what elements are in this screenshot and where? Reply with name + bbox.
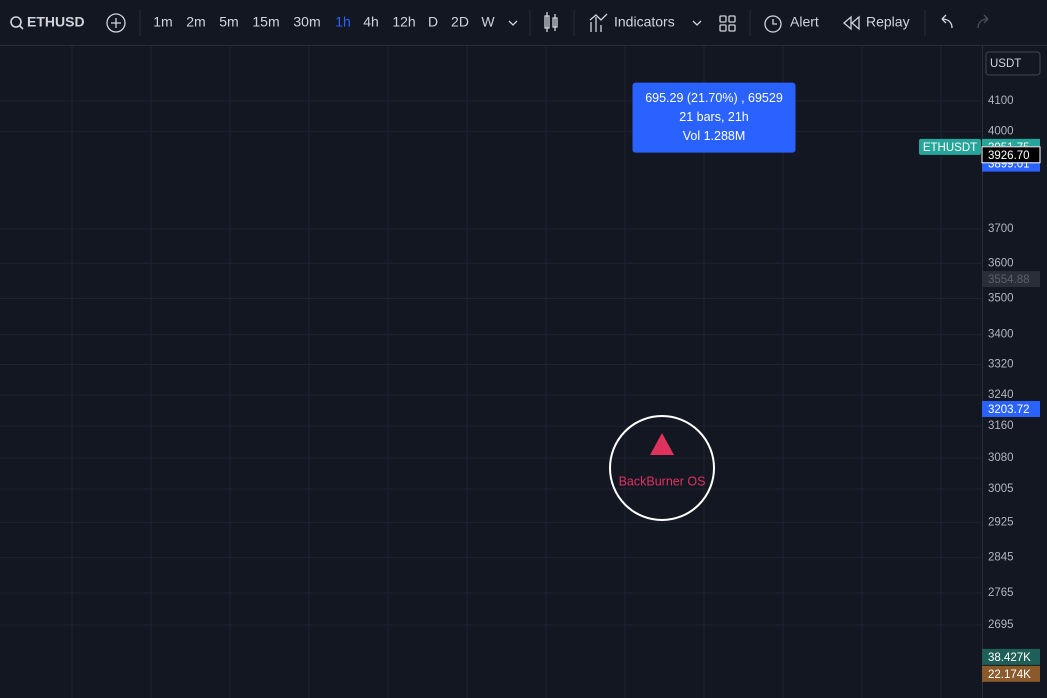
watermark: BackBurner OS [609,415,715,521]
replay-icon [843,15,860,31]
measure-text: Vol 1.288M [683,129,746,143]
price-tag [981,146,1041,164]
interval[interactable]: 2m [186,14,205,30]
currency-button[interactable] [985,51,1041,76]
add-symbol [111,18,121,28]
y-tick-label: 2765 [988,587,1014,599]
volume-tag-text: 38.427K [988,652,1031,664]
indicators-button[interactable]: Indicators [614,14,675,30]
y-tick-label: 4000 [988,126,1014,138]
y-tick-label: 3700 [988,223,1014,235]
interval[interactable]: W [481,14,495,30]
interval[interactable]: 4h [363,14,379,30]
currency[interactable]: USDT [990,58,1021,70]
indicators-icon [589,13,608,32]
search-icon[interactable] [10,16,22,28]
undo[interactable] [941,14,953,29]
measure-text: 21 bars, 21h [679,110,749,124]
axis-labels: 4100 4000 3700 3600 3500 3400 3320 3240 3160 3080… [988,95,1014,631]
price-tag-text: 3926.70 [988,150,1030,162]
interval[interactable]: 1h [335,14,351,30]
y-tick-label: 3320 [988,358,1014,370]
y-tick-label: 3080 [988,452,1014,464]
price-tag [982,400,1040,417]
symbol-tag-text: ETHUSDT [923,142,977,154]
volume-tag-text: 22.174K [988,669,1031,681]
interval[interactable]: 12h [392,14,415,30]
interval-menu[interactable] [508,20,518,26]
alert-button[interactable]: Alert [790,14,819,30]
measure-text: 695.29 (21.70%) , 69529 [645,91,783,105]
y-tick-label: 3500 [988,293,1014,305]
watermark-circle [609,415,715,521]
y-tick-label: 2695 [988,619,1014,631]
volume-tag [982,665,1040,682]
interval[interactable]: 5m [219,14,238,30]
interval[interactable]: 15m [252,14,279,30]
y-tick-label: 3400 [988,329,1014,341]
y-tick-label: 2845 [988,551,1014,563]
y-tick-label: 3005 [988,483,1014,495]
volume-tag [982,648,1040,665]
redo[interactable] [977,14,989,29]
y-tick-label: 3160 [988,420,1014,432]
interval[interactable]: 30m [293,14,320,30]
y-tick-label: 4100 [988,95,1014,107]
y-tick-label: 2925 [988,517,1014,529]
price-tag-text: 3554.88 [988,274,1030,286]
alert-icon [764,15,782,33]
interval[interactable]: 1m [153,14,172,30]
add-symbol[interactable] [106,13,126,33]
toolbar [0,0,1047,46]
alert-icon [772,19,777,25]
watermark-text: BackBurner OS [619,474,706,488]
interval[interactable]: D [428,14,438,30]
y-tick-label: 3600 [988,257,1014,269]
chart-style[interactable] [544,12,558,32]
layouts[interactable] [719,15,736,32]
price-tag-text: 3203.72 [988,404,1030,416]
measure-tooltip [632,82,796,153]
indicators-menu[interactable] [692,20,702,26]
interval[interactable]: 2D [451,14,469,30]
y-tick-label: 3240 [988,389,1014,401]
replay-button[interactable]: Replay [866,14,910,30]
price-tag [982,271,1040,288]
watermark-triangle [650,433,674,455]
symbol-tag [919,138,981,155]
symbol[interactable]: ETHUSD [27,14,85,30]
search-icon [18,24,24,30]
grid [0,46,982,698]
